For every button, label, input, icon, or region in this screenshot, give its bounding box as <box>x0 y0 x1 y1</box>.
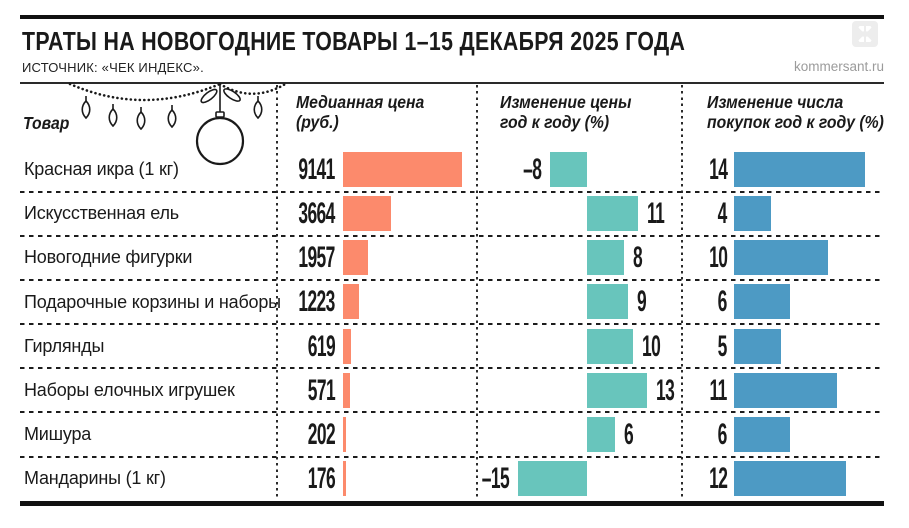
purchases-change-value: 6 <box>717 285 728 319</box>
column-header-price: Медианная цена (руб.) <box>296 92 425 132</box>
row-divider <box>20 190 884 193</box>
product-label: Мандарины (1 кг) <box>24 468 166 489</box>
price-bar <box>343 152 462 187</box>
column-header-price-change: Изменение цены год к году (%) <box>500 92 632 132</box>
price-value: 571 <box>307 373 336 407</box>
column-divider-1 <box>276 85 278 498</box>
purchases-change-bar <box>734 284 791 320</box>
price-change-bar <box>587 416 615 452</box>
price-change-value: 13 <box>655 373 675 407</box>
price-bar <box>343 416 346 452</box>
row-divider <box>20 323 884 326</box>
price-change-value: 8 <box>632 241 643 275</box>
price-change-bar <box>587 372 647 408</box>
table-row: Мишура 202 6 6 <box>20 412 884 458</box>
column-divider-3 <box>681 85 683 498</box>
price-change-value: 10 <box>642 329 661 363</box>
price-value: 176 <box>307 462 336 496</box>
purchases-change-value: 14 <box>708 153 728 186</box>
purchases-change-bar <box>734 416 791 452</box>
row-divider <box>20 234 884 237</box>
purchases-change-bar <box>734 372 837 408</box>
top-rule <box>20 15 884 19</box>
column-divider-2 <box>476 85 478 498</box>
price-bar <box>343 284 359 320</box>
bottom-rule <box>20 501 884 506</box>
price-bar <box>343 328 352 364</box>
price-change-bar <box>587 196 638 232</box>
purchases-change-bar <box>734 240 828 276</box>
price-change-bar <box>550 152 587 187</box>
price-bar <box>343 461 346 497</box>
price-change-value: –8 <box>522 153 542 186</box>
table-row: Наборы елочных игрушек 571 13 11 <box>20 368 884 414</box>
purchases-change-value: 12 <box>708 462 728 496</box>
price-bar <box>343 372 351 408</box>
kommersant-logo-icon <box>852 21 878 47</box>
row-divider <box>20 367 884 370</box>
price-bar <box>343 196 391 232</box>
price-change-value: 9 <box>637 285 647 319</box>
price-value: 1957 <box>298 241 336 275</box>
table-row: Искусственная ель 3664 11 4 <box>20 192 884 237</box>
purchases-change-value: 11 <box>709 373 728 407</box>
table-row: Мандарины (1 кг) 176 –15 12 <box>20 457 884 501</box>
table-row: Новогодние фигурки 1957 8 10 <box>20 236 884 281</box>
purchases-change-value: 4 <box>717 197 728 231</box>
product-label: Наборы елочных игрушек <box>24 379 235 400</box>
price-value: 202 <box>307 417 336 451</box>
table-row: Подарочные корзины и наборы 1223 9 6 <box>20 280 884 326</box>
product-label: Мишура <box>24 423 92 444</box>
price-value: 619 <box>307 329 336 363</box>
product-label: Подарочные корзины и наборы <box>24 291 281 312</box>
price-value: 9141 <box>298 153 336 186</box>
product-label: Искусственная ель <box>24 203 179 224</box>
column-header-purchases-change: Изменение числа покупок год к году (%) <box>707 92 884 132</box>
price-change-bar <box>587 284 629 320</box>
product-label: Новогодние фигурки <box>24 247 193 268</box>
purchases-change-bar <box>734 196 772 232</box>
source-note: ИСТОЧНИК: «ЧЕК ИНДЕКС». <box>22 60 204 75</box>
row-divider <box>20 455 884 458</box>
purchases-change-bar <box>734 152 865 187</box>
price-change-value: 6 <box>623 417 634 451</box>
purchases-change-value: 5 <box>717 329 728 363</box>
garland-decoration-icon <box>68 82 289 166</box>
price-change-bar <box>518 461 587 497</box>
page-title: ТРАТЫ НА НОВОГОДНИЕ ТОВАРЫ 1–15 ДЕКАБРЯ … <box>22 26 686 56</box>
column-header-product: Товар <box>23 113 70 133</box>
header-rule <box>20 82 884 84</box>
row-divider <box>20 411 884 414</box>
row-divider <box>20 278 884 281</box>
product-label: Гирлянды <box>24 335 105 356</box>
price-value: 3664 <box>298 197 336 231</box>
price-value: 1223 <box>298 285 336 319</box>
purchases-change-value: 6 <box>717 417 728 451</box>
purchases-change-bar <box>734 461 847 497</box>
table-row: Красная икра (1 кг) 9141 –8 14 <box>20 148 884 193</box>
table-row: Гирлянды 619 10 5 <box>20 324 884 370</box>
price-change-bar <box>587 240 624 276</box>
price-change-bar <box>587 328 633 364</box>
product-label: Красная икра (1 кг) <box>24 159 179 180</box>
price-change-value: –15 <box>481 462 510 496</box>
price-change-value: 11 <box>646 197 665 231</box>
purchases-change-value: 10 <box>708 241 728 275</box>
price-bar <box>343 240 369 276</box>
site-link[interactable]: kommersant.ru <box>793 59 884 74</box>
purchases-change-bar <box>734 328 781 364</box>
